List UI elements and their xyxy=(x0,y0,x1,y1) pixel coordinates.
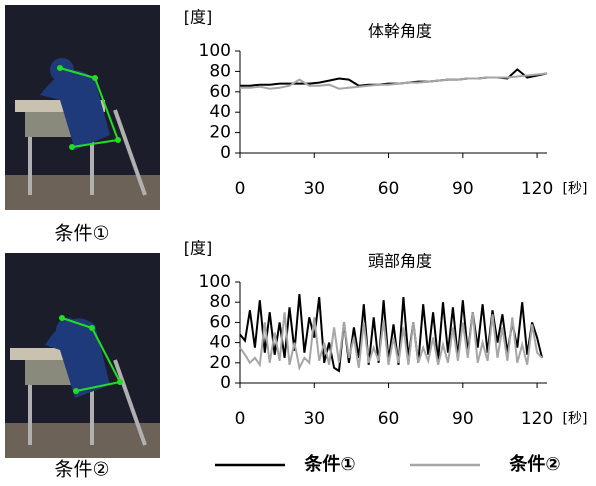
legend-label: 条件① xyxy=(303,453,355,475)
y-tick-label: 80 xyxy=(209,61,231,81)
y-axis-label: [度] xyxy=(184,239,213,258)
chart-title: 頭部角度 xyxy=(368,252,432,271)
x-tick-label: 0 xyxy=(235,409,246,429)
page: {"chart_data": [ {"type": "line", "title… xyxy=(0,0,596,486)
y-axis-label: [度] xyxy=(184,8,213,27)
x-tick-label: 30 xyxy=(303,409,325,429)
y-tick-label: 100 xyxy=(199,41,231,61)
y-tick-label: 60 xyxy=(209,312,231,332)
y-tick-label: 0 xyxy=(220,143,231,163)
x-tick-label: 30 xyxy=(303,179,325,199)
photo-caption: 条件① xyxy=(54,223,109,245)
figure: 条件① 条件② 体幹角度[度]0204060801000306090120[秒]… xyxy=(0,0,596,486)
data-line xyxy=(240,73,547,88)
y-tick-label: 20 xyxy=(209,123,231,143)
data-line xyxy=(240,294,542,371)
legend-label: 条件② xyxy=(508,453,560,475)
x-tick-label: 90 xyxy=(452,179,474,199)
y-tick-label: 0 xyxy=(220,373,231,393)
x-axis-label: [秒] xyxy=(563,411,588,427)
x-axis-label: [秒] xyxy=(563,181,588,197)
y-tick-label: 20 xyxy=(209,353,231,373)
y-tick-label: 40 xyxy=(209,333,231,353)
x-tick-label: 120 xyxy=(521,409,553,429)
y-tick-label: 80 xyxy=(209,292,231,312)
photo xyxy=(5,5,160,210)
x-tick-label: 60 xyxy=(378,179,400,199)
y-tick-label: 100 xyxy=(199,272,231,292)
photo xyxy=(5,253,160,458)
x-tick-label: 60 xyxy=(378,409,400,429)
x-tick-label: 120 xyxy=(521,179,553,199)
y-tick-label: 60 xyxy=(209,82,231,102)
x-tick-label: 90 xyxy=(452,409,474,429)
y-tick-label: 40 xyxy=(209,102,231,122)
chart-title: 体幹角度 xyxy=(368,22,432,41)
x-tick-label: 0 xyxy=(235,179,246,199)
photo-caption: 条件② xyxy=(54,459,109,481)
